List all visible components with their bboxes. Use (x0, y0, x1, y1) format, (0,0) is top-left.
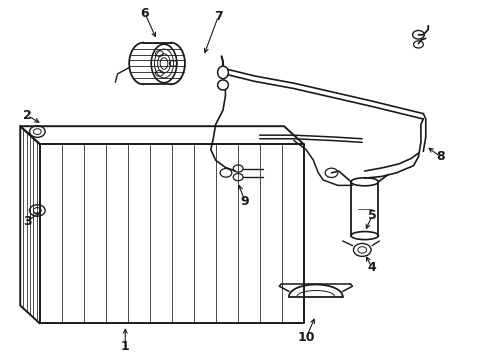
Text: 2: 2 (23, 109, 32, 122)
Text: 8: 8 (436, 150, 445, 163)
Text: 4: 4 (368, 261, 376, 274)
Text: 1: 1 (121, 340, 130, 353)
Text: 10: 10 (297, 331, 315, 344)
Text: 9: 9 (241, 195, 249, 208)
Ellipse shape (218, 80, 228, 90)
Text: 5: 5 (368, 210, 376, 222)
Ellipse shape (218, 66, 228, 79)
Text: 6: 6 (141, 7, 149, 20)
Text: 3: 3 (23, 215, 32, 228)
Text: 7: 7 (214, 10, 222, 23)
